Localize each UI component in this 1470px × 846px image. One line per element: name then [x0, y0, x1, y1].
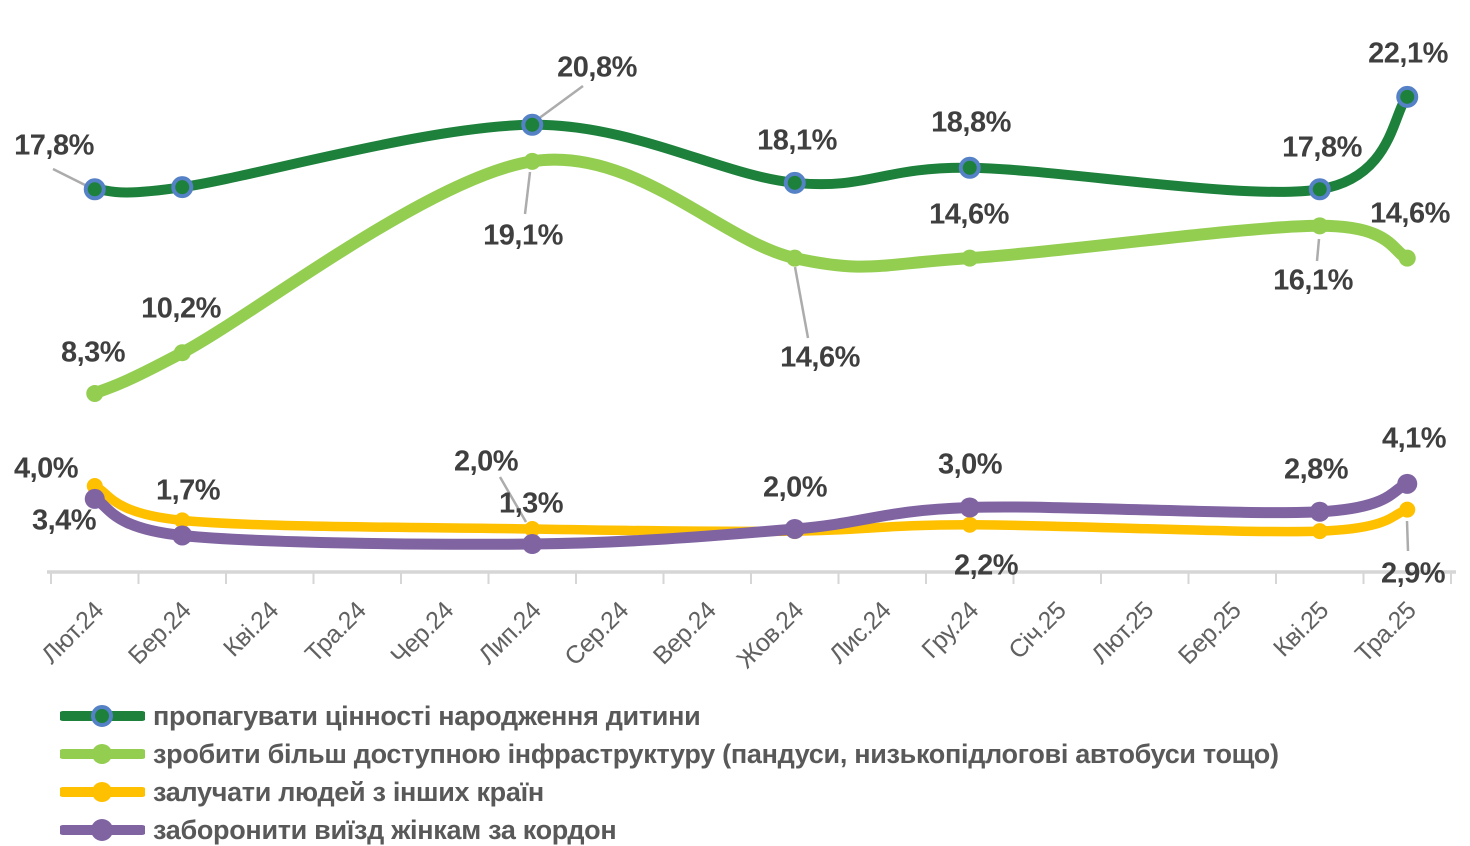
legend-item: залучати людей з інших країн — [60, 773, 1279, 811]
data-label: 16,1% — [1273, 265, 1353, 297]
data-label: 1,3% — [499, 488, 564, 520]
series-swatch-icon — [60, 744, 145, 764]
x-axis-label: Кві.24 — [218, 596, 284, 662]
data-point-marker — [171, 176, 194, 199]
data-point-marker — [1311, 217, 1329, 235]
data-label: 17,8% — [14, 130, 94, 162]
data-point-marker — [784, 519, 805, 539]
data-label: 20,8% — [557, 52, 637, 84]
legend-item-label: залучати людей з інших країн — [153, 776, 544, 807]
label-leader-line — [523, 171, 532, 215]
data-label: 3,4% — [32, 505, 97, 537]
label-leader-line — [1405, 520, 1410, 552]
legend-item-label: пропагувати цінності народження дитини — [153, 700, 701, 731]
data-point-marker — [1398, 249, 1416, 267]
data-point-marker — [1396, 85, 1419, 108]
data-point-marker — [172, 525, 193, 546]
data-point-marker — [961, 249, 979, 267]
data-label: 2,0% — [763, 472, 828, 504]
legend-item: зробити більш доступною інфраструктуру (… — [60, 735, 1279, 773]
x-axis-label: Лис.24 — [824, 596, 897, 669]
data-label: 22,1% — [1368, 38, 1448, 70]
data-label: 1,7% — [156, 475, 221, 507]
data-label: 4,1% — [1382, 423, 1447, 455]
label-leader-line — [537, 84, 584, 121]
data-point-marker — [522, 534, 543, 555]
data-point-marker — [961, 516, 978, 533]
legend-item: пропагувати цінності народження дитини — [60, 697, 1279, 735]
x-axis-label: Бер.24 — [123, 596, 197, 670]
data-label: 18,1% — [757, 125, 837, 157]
series-swatch-icon — [60, 705, 145, 727]
label-leader-line — [1315, 238, 1321, 262]
series-swatch-icon — [60, 782, 145, 802]
x-axis-label: Бер.25 — [1173, 596, 1247, 670]
data-point-marker — [783, 171, 806, 194]
data-label: 18,8% — [931, 107, 1011, 139]
data-label: 14,6% — [1370, 198, 1450, 230]
data-label: 17,8% — [1282, 132, 1362, 164]
data-point-marker — [959, 497, 980, 518]
data-label: 14,6% — [780, 342, 860, 374]
data-label: 8,3% — [61, 337, 126, 369]
legend-item: заборонити виїзд жінкам за кордон — [60, 811, 1279, 846]
label-leader-line — [793, 266, 810, 339]
data-label: 2,0% — [454, 446, 519, 478]
data-label: 2,2% — [954, 550, 1019, 582]
x-axis-label: Тра.24 — [300, 596, 372, 668]
data-label: 4,0% — [14, 453, 79, 485]
data-label: 2,8% — [1284, 454, 1349, 486]
data-point-marker — [958, 156, 981, 179]
x-axis-label: Лют.25 — [1086, 596, 1159, 669]
data-point-marker — [521, 113, 544, 136]
data-point-marker — [1399, 501, 1416, 518]
data-point-marker — [523, 152, 541, 170]
x-axis-label: Жов.24 — [731, 596, 809, 674]
data-point-marker — [1397, 473, 1418, 494]
x-axis-label: Лип.24 — [473, 596, 547, 670]
data-label: 14,6% — [929, 199, 1009, 231]
x-axis-label: Кві.25 — [1268, 596, 1334, 662]
series-curve — [89, 91, 1413, 198]
data-point-marker — [786, 249, 804, 267]
legend: пропагувати цінності народження дитини з… — [60, 697, 1279, 846]
series-curve — [88, 153, 1414, 400]
x-axis-label: Тра.25 — [1350, 596, 1422, 668]
data-label: 10,2% — [141, 293, 221, 325]
data-label: 19,1% — [483, 220, 563, 252]
label-leader-line — [52, 167, 88, 188]
data-point-marker — [83, 178, 106, 201]
series-swatch-icon — [60, 819, 145, 841]
data-point-marker — [174, 512, 191, 529]
x-axis-label: Гру.24 — [916, 596, 984, 664]
data-point-marker — [86, 385, 104, 403]
label-leader-line — [498, 476, 528, 523]
x-axis-label: Січ.25 — [1003, 596, 1071, 664]
data-point-marker — [1311, 523, 1328, 540]
data-point-marker — [524, 521, 541, 537]
data-label: 2,9% — [1381, 558, 1446, 590]
data-point-marker — [1309, 501, 1330, 522]
line-chart-svg: Лют.24 Бер.24 Кві.24 Тра.24 Чер.24 Лип.24 Сер.… — [14, 38, 1456, 674]
data-point-marker — [1308, 178, 1331, 201]
x-axis-label: Сер.24 — [559, 596, 634, 671]
x-axis-label: Лют.24 — [36, 596, 109, 669]
legend-item-label: заборонити виїзд жінкам за кордон — [153, 814, 617, 845]
data-label: 3,0% — [938, 449, 1003, 481]
x-axis-label: Чер.24 — [385, 596, 459, 670]
data-point-marker — [84, 488, 105, 509]
series-curve — [89, 478, 1413, 550]
x-axis-label: Вер.24 — [648, 596, 722, 670]
legend-item-label: зробити більш доступною інфраструктуру (… — [153, 738, 1279, 769]
data-point-marker — [173, 344, 191, 362]
